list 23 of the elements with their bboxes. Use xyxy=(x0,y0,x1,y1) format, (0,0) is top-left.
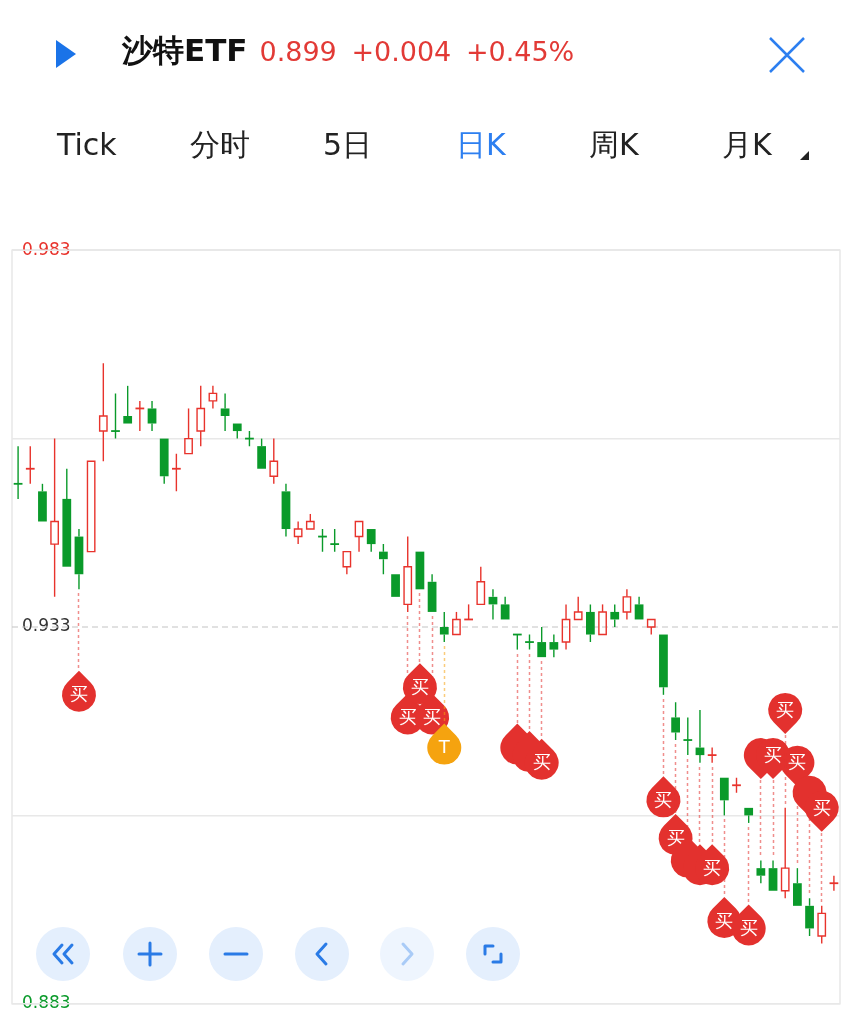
text: 周K xyxy=(589,127,639,163)
data-label: 买 xyxy=(423,706,442,728)
data-label: 买 xyxy=(715,909,734,931)
text: 5日 xyxy=(323,127,373,163)
data-label: 买 xyxy=(788,751,807,773)
data-label: 买 xyxy=(776,698,795,720)
text: Tick xyxy=(57,127,117,163)
data-label: 买 xyxy=(739,917,758,939)
y-tick-label: 0.933 xyxy=(22,615,71,636)
data-label: 买 xyxy=(764,743,783,765)
text: 分时 xyxy=(190,127,250,163)
data-label: 买 xyxy=(812,796,831,818)
chart-title: 沙特ETF xyxy=(122,31,248,70)
data-label: 买 xyxy=(532,751,551,773)
text: 月K xyxy=(722,127,772,163)
data-label: 买 xyxy=(703,856,722,878)
data-label: 买 xyxy=(654,789,673,810)
chart-subtitle: 0.899 +0.004 +0.45% xyxy=(259,36,575,67)
text: 日K xyxy=(456,127,506,163)
data-label: T xyxy=(437,736,451,758)
data-label: 买 xyxy=(398,706,417,728)
data-label: 买 xyxy=(69,683,88,705)
data-label: 买 xyxy=(410,675,429,697)
